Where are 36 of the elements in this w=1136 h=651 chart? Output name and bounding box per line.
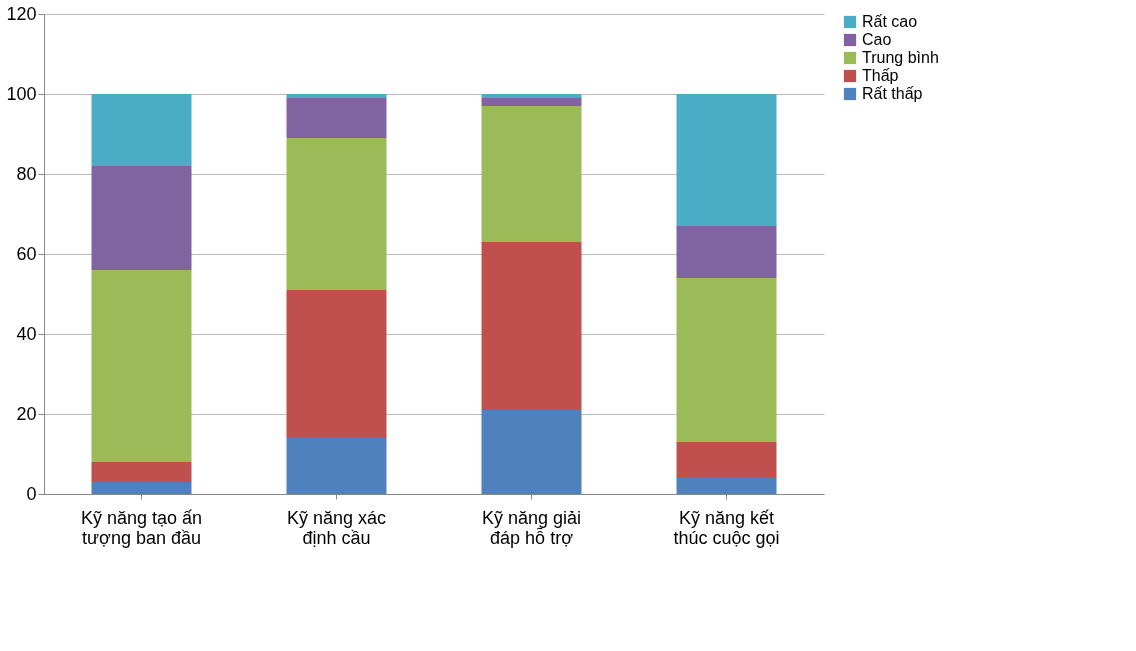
x-tick-label: Kỹ năng kết thúc cuộc gọi (673, 507, 780, 548)
y-tick-label: 80 (16, 163, 37, 184)
legend-label: Cao (862, 31, 892, 48)
bar (676, 278, 777, 442)
bar (676, 94, 777, 226)
bar (481, 242, 582, 410)
y-tick-label: 120 (6, 3, 37, 24)
bar (676, 478, 777, 494)
legend-label: Rất thấp (862, 85, 923, 102)
bar (481, 98, 582, 106)
bar (481, 94, 582, 98)
bar (286, 138, 387, 290)
bar (91, 462, 192, 482)
bar (286, 438, 387, 494)
bar (286, 94, 387, 98)
legend-label: Trung bình (862, 49, 939, 66)
y-tick-label: 20 (16, 403, 37, 424)
x-tick-label: Kỹ năng xác định cầu (286, 507, 387, 548)
bar (91, 166, 192, 270)
legend-label: Thấp (862, 67, 899, 84)
y-tick-label: 40 (16, 323, 37, 344)
y-tick-label: 60 (16, 243, 37, 264)
y-tick-label: 100 (6, 83, 37, 104)
bar (676, 226, 777, 278)
x-tick-label: Kỹ năng tạo ấn tượng ban đầu (80, 507, 203, 548)
bar (481, 106, 582, 242)
bar (91, 482, 192, 494)
bar (286, 98, 387, 138)
bar (91, 94, 192, 166)
bar (481, 410, 582, 494)
bar (676, 442, 777, 478)
y-tick-label: 0 (26, 483, 37, 504)
bar (91, 270, 192, 462)
x-tick-label: Kỹ năng giải đáp hỗ trợ (481, 507, 582, 548)
legend-label: Rất cao (862, 13, 918, 30)
bar (286, 290, 387, 438)
